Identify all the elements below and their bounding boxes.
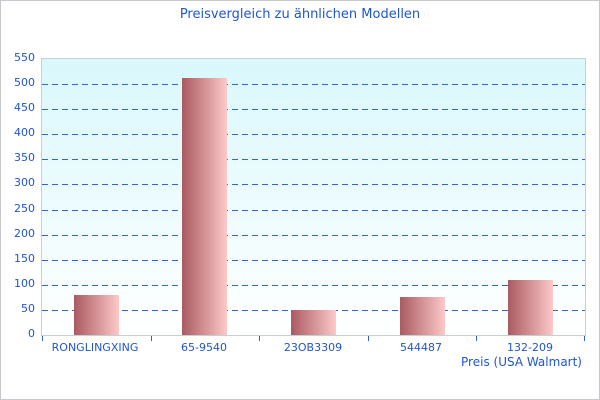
plot-area: [41, 58, 586, 341]
y-tick-label-100: 100: [14, 277, 35, 290]
bar-23OB3309: [291, 310, 336, 335]
y-tick-label-450: 450: [14, 101, 35, 114]
bar-RONGLINGXING: [74, 295, 119, 335]
x-tick-mark: [42, 336, 43, 341]
x-tick-mark: [476, 336, 477, 341]
y-tick-label-0: 0: [28, 327, 35, 340]
x-tick-mark: [584, 336, 585, 341]
y-tick-label-150: 150: [14, 252, 35, 265]
gridline-350: [42, 159, 585, 160]
y-tick-label-50: 50: [21, 302, 35, 315]
gridline-400: [42, 134, 585, 135]
x-tick-mark: [151, 336, 152, 341]
bar-132-209: [508, 280, 553, 335]
y-tick-label-500: 500: [14, 76, 35, 89]
bar-65-9540: [182, 78, 227, 335]
x-tick-label-65-9540: 65-9540: [181, 341, 227, 354]
gridline-200: [42, 235, 585, 236]
gridline-100: [42, 285, 585, 286]
y-tick-label-250: 250: [14, 202, 35, 215]
gridline-150: [42, 260, 585, 261]
x-axis-title: Preis (USA Walmart): [461, 355, 582, 369]
chart-title: Preisvergleich zu ähnlichen Modellen: [179, 7, 421, 22]
gridline-250: [42, 210, 585, 211]
x-tick-label-544487: 544487: [400, 341, 442, 354]
y-tick-label-350: 350: [14, 151, 35, 164]
y-tick-label-300: 300: [14, 176, 35, 189]
gridline-500: [42, 84, 585, 85]
x-tick-mark: [259, 336, 260, 341]
x-tick-label-132-209: 132-209: [507, 341, 553, 354]
gridline-450: [42, 109, 585, 110]
y-tick-label-400: 400: [14, 126, 35, 139]
y-tick-label-200: 200: [14, 227, 35, 240]
y-tick-label-550: 550: [14, 51, 35, 64]
x-tick-label-RONGLINGXING: RONGLINGXING: [51, 341, 139, 354]
x-tick-mark: [368, 336, 369, 341]
gridline-300: [42, 184, 585, 185]
x-tick-label-23OB3309: 23OB3309: [283, 341, 343, 354]
bar-544487: [400, 297, 445, 335]
